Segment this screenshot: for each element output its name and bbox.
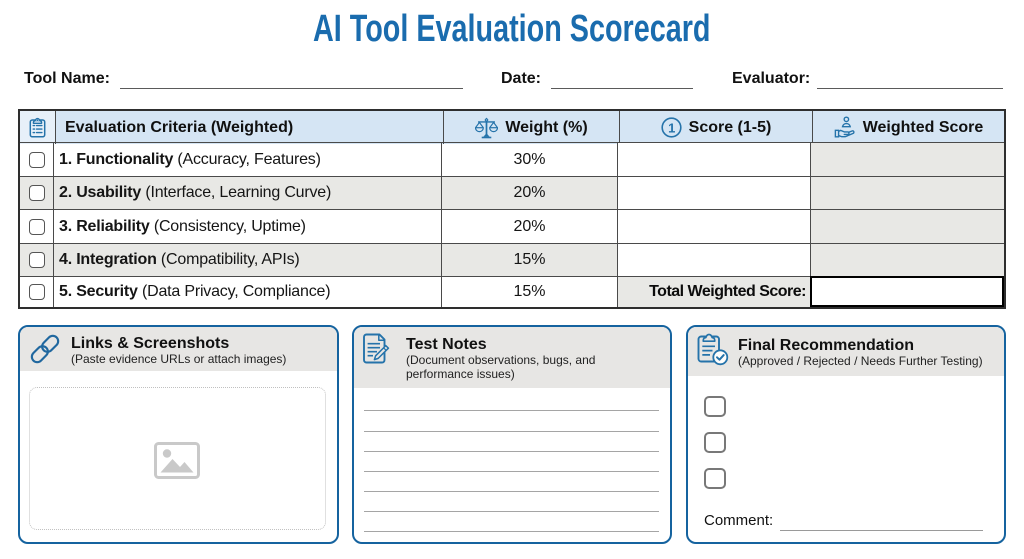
- svg-text:1: 1: [668, 120, 675, 135]
